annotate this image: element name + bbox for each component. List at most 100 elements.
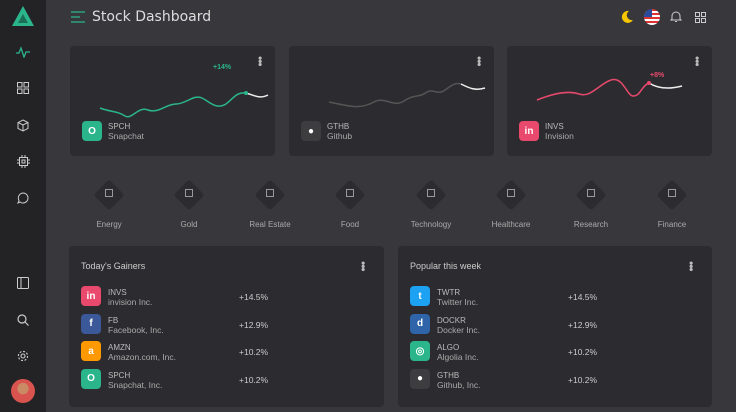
energy-icon [105,189,113,197]
company-name: Snapchat [108,131,144,141]
chat-icon[interactable] [13,188,33,208]
change-value: +14.5% [568,292,598,302]
category-label: Food [340,220,360,229]
change-value: +10.2% [568,347,598,357]
company-name: Amazon.com, Inc. [108,352,177,362]
activity-icon[interactable] [13,42,33,62]
company-logo-icon: t [410,286,430,306]
category-label: Gold [180,220,198,229]
company-name: Github, Inc. [437,379,481,390]
change-value: +10.2% [568,374,598,385]
panel-title: Today's Gainers [81,261,146,271]
category-gold[interactable]: Gold [149,179,229,229]
change-badge: +14% [213,64,232,71]
stock-card-spch[interactable]: +14% ••• O SPCH Snapchat [70,46,275,156]
bell-icon[interactable] [669,10,686,26]
ticker: INVS [545,122,564,131]
change-value: +10.2% [239,347,269,357]
apps-icon[interactable] [695,10,711,26]
company-name: Twitter Inc. [437,297,479,307]
us-flag-icon[interactable] [644,9,660,25]
company-name: Snapchat, Inc. [108,379,163,390]
cube-icon[interactable] [13,115,33,135]
search-icon[interactable] [13,310,33,330]
sparkline-chart [99,91,269,118]
invision-logo-icon: in [519,121,539,141]
company-logo-icon: ◎ [410,341,430,361]
category-technology[interactable]: Technology [391,179,471,229]
change-value: +12.9% [568,319,598,330]
sidebar-toggle-icon[interactable] [13,273,33,293]
ticker: ALGO [437,343,460,352]
avatar[interactable] [11,379,35,403]
panel-title: Popular this week [410,261,482,271]
stock-row[interactable]: ● GTHB Github, Inc. +10.2% [410,368,700,391]
company-name: invision Inc. [108,297,153,307]
company-logo-icon: d [410,313,430,334]
company-name: Algolia Inc. [437,352,479,362]
more-options-icon[interactable]: ••• [253,56,267,66]
category-label: Healthcare [491,220,531,229]
category-research[interactable]: Research [551,179,631,229]
stock-row[interactable]: t TWTR Twitter Inc. +14.5% [410,286,700,308]
category-label: Research [573,220,609,229]
popular-this-week-panel: Popular this week ••• t TWTR Twitter Inc. +… [398,246,712,407]
category-label: Energy [96,220,122,229]
sparkline-chart [536,78,683,101]
stock-card-gthb[interactable]: ••• ● GTHB Github [289,46,494,156]
ticker: GTHB [437,370,460,380]
ticker: GTHB [327,122,350,131]
category-energy[interactable]: Energy [69,179,149,229]
sparkline-chart [328,82,486,108]
company-name: Docker Inc. [437,324,480,335]
change-badge: +8% [650,72,665,79]
ticker: DOCKR [437,315,466,325]
cpu-icon[interactable] [13,151,33,171]
stock-row[interactable]: d DOCKR Docker Inc. +12.9% [410,313,700,336]
change-value: +14.5% [239,292,269,302]
category-label: Finance [657,220,687,229]
stock-card-invs[interactable]: +8% ••• in INVS Invision [507,46,712,156]
company-name: Github [327,131,353,141]
stock-row[interactable]: ◎ ALGO Algolia Inc. +10.2% [410,341,700,363]
company-logo-icon: ● [410,368,430,389]
company-logo-icon: O [81,368,101,389]
technology-icon [427,189,435,197]
research-icon [587,189,595,197]
app-logo[interactable] [12,6,34,26]
grid-icon[interactable] [13,78,33,98]
stock-row[interactable]: a AMZN Amazon.com, Inc. +10.2% [81,341,371,363]
category-label: Technology [410,220,452,229]
stock-row[interactable]: f FB Facebook, Inc. +12.9% [81,313,371,336]
sidebar [0,0,46,412]
category-food[interactable]: Food [310,179,390,229]
ticker: TWTR [437,288,461,297]
github-logo-icon: ● [301,121,321,141]
stock-row[interactable]: in INVS invision Inc. +14.5% [81,286,371,308]
company-logo-icon: f [81,313,101,334]
more-options-icon[interactable]: ••• [684,261,698,271]
company-name: Invision [545,131,574,141]
company-logo-icon: in [81,286,101,306]
more-options-icon[interactable]: ••• [356,261,370,271]
ticker: SPCH [108,370,131,380]
gear-icon[interactable] [13,346,33,366]
food-icon [346,189,354,197]
company-logo-icon: a [81,341,101,361]
todays-gainers-panel: Today's Gainers ••• in INVS invision Inc. +… [69,246,384,407]
more-options-icon[interactable]: ••• [472,56,486,66]
gold-icon [185,189,193,197]
category-label: Real Estate [249,220,291,229]
change-value: +12.9% [239,319,269,330]
category-finance[interactable]: Finance [632,179,712,229]
company-name: Facebook, Inc. [108,324,164,335]
category-healthcare[interactable]: Healthcare [471,179,551,229]
moon-icon[interactable] [620,10,636,26]
more-options-icon[interactable]: ••• [690,56,704,66]
ticker: FB [108,315,119,325]
stock-row[interactable]: O SPCH Snapchat, Inc. +10.2% [81,368,371,391]
category-real-estate[interactable]: Real Estate [230,179,310,229]
snapchat-logo-icon: O [82,121,102,141]
real-estate-icon [266,189,274,197]
menu-icon[interactable] [71,11,85,23]
